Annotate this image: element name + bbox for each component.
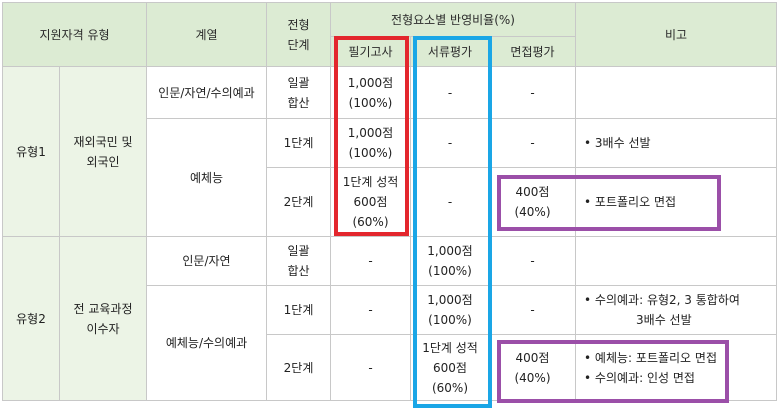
type1-group-line2: 외국인 (86, 154, 120, 169)
interview-percent: (40%) (514, 370, 551, 385)
document-cell: 1,000점 (100%) (410, 285, 490, 335)
written-cell: 1,000점 (100%) (330, 66, 411, 119)
header-stage: 전형 단계 (266, 2, 331, 67)
table-row: 2단계 - 1단계 성적 600점 (60%) 400점 (40%) • 예체능… (3, 334, 778, 401)
type2-label: 유형2 (2, 236, 60, 401)
document-cell: - (410, 118, 490, 168)
document-line1: 1단계 성적 (422, 340, 478, 355)
written-cell: - (330, 334, 411, 401)
note-line2: • 수의예과: 인성 면접 (584, 370, 695, 385)
note-cell: • 수의예과: 유형2, 3 통합하여 3배수 선발 (575, 285, 778, 335)
type1-label: 유형1 (2, 66, 60, 237)
document-cell: 1단계 성적 600점 (60%) (410, 334, 490, 401)
stage-cell: 1단계 (266, 118, 331, 168)
stage-line1: 일괄 (287, 75, 310, 90)
note-cell (575, 236, 778, 286)
stage-line2: 합산 (287, 264, 310, 278)
interview-cell: - (488, 285, 577, 335)
table-row: 유형2 전 교육과정 이수자 인문/자연 일괄 합산 - 1,000점 (100… (2, 236, 778, 401)
type1-group-line1: 재외국민 및 (73, 134, 133, 149)
field-cell: 인문/자연 (146, 236, 267, 286)
header-stage-line1: 전형 (287, 17, 310, 32)
interview-score: 400점 (515, 350, 550, 365)
header-written: 필기고사 (330, 36, 411, 67)
written-cell: - (330, 236, 411, 286)
document-score: 1,000점 (427, 293, 473, 307)
document-score: 1,000점 (427, 244, 473, 258)
note-line1: • 수의예과: 유형2, 3 통합하여 (584, 293, 740, 307)
stage-cell: 1단계 (266, 285, 331, 335)
stage-cell: 일괄 합산 (266, 236, 331, 286)
stage-line2: 합산 (287, 95, 310, 110)
document-cell: 1,000점 (100%) (410, 236, 490, 286)
stage-line1: 일괄 (287, 244, 310, 258)
note-cell: • 포트폴리오 면접 (575, 167, 778, 237)
written-score: 1,000점 (347, 126, 394, 140)
document-line2: 600점 (433, 360, 467, 375)
type2-group-line2: 이수자 (86, 321, 120, 336)
table-row: 유형1 재외국민 및 외국인 인문/자연/수의예과 일괄 합산 1,000점 (… (2, 66, 778, 237)
admission-ratio-table: 지원자격 유형 계열 전형 단계 전형요소별 반영비율(%) 비고 필기고사 서… (2, 2, 778, 401)
written-line3: (60%) (352, 215, 389, 229)
header-stage-line2: 단계 (287, 37, 310, 52)
type1-group: 재외국민 및 외국인 (59, 66, 147, 237)
interview-cell: - (488, 118, 577, 168)
stage-cell: 일괄 합산 (266, 66, 331, 119)
type2-group: 전 교육과정 이수자 (59, 236, 147, 401)
interview-percent: (40%) (514, 205, 551, 219)
field-cell: 예체능/수의예과 (146, 285, 267, 401)
document-line3: (60%) (431, 380, 469, 395)
header-field: 계열 (146, 2, 267, 67)
type2-group-line1: 전 교육과정 (73, 301, 133, 316)
written-score: 1,000점 (347, 75, 394, 90)
header-interview: 면접평가 (488, 36, 577, 67)
interview-cell: - (488, 66, 577, 119)
interview-cell: 400점 (40%) (488, 167, 577, 237)
written-percent: (100%) (348, 95, 393, 110)
field-cell: 예체능 (146, 118, 267, 237)
stage-cell: 2단계 (266, 167, 331, 237)
table-row: 예체능 1단계 1,000점 (100%) - - • 3배수 선발 (3, 118, 778, 237)
document-cell: - (410, 66, 490, 119)
stage-cell: 2단계 (266, 334, 331, 401)
note-cell (575, 66, 778, 119)
header-remarks: 비고 (575, 2, 778, 67)
document-percent: (100%) (428, 264, 472, 278)
interview-score: 400점 (515, 185, 550, 199)
document-cell: - (410, 167, 490, 237)
field-cell: 인문/자연/수의예과 (146, 66, 267, 119)
header-qualification-type: 지원자격 유형 (2, 2, 147, 67)
written-percent: (100%) (348, 146, 393, 160)
note-cell: • 3배수 선발 (575, 118, 778, 168)
header-ratio-title: 전형요소별 반영비율(%) (329, 2, 577, 37)
note-cell: • 예체능: 포트폴리오 면접 • 수의예과: 인성 면접 (575, 334, 778, 401)
written-line2: 600점 (353, 195, 388, 209)
written-cell: 1,000점 (100%) (330, 118, 411, 168)
written-cell: - (330, 285, 411, 335)
document-percent: (100%) (428, 313, 472, 327)
note-line2: 3배수 선발 (636, 313, 692, 327)
table-row: 예체능/수의예과 1단계 - 1,000점 (100%) - • 수의예과: 유… (3, 285, 778, 401)
interview-cell: 400점 (40%) (488, 334, 577, 401)
written-line1: 1단계 성적 (342, 175, 399, 189)
note-line1: • 예체능: 포트폴리오 면접 (584, 350, 717, 365)
written-cell: 1단계 성적 600점 (60%) (330, 167, 411, 237)
header-document: 서류평가 (410, 36, 490, 67)
interview-cell: - (488, 236, 577, 286)
